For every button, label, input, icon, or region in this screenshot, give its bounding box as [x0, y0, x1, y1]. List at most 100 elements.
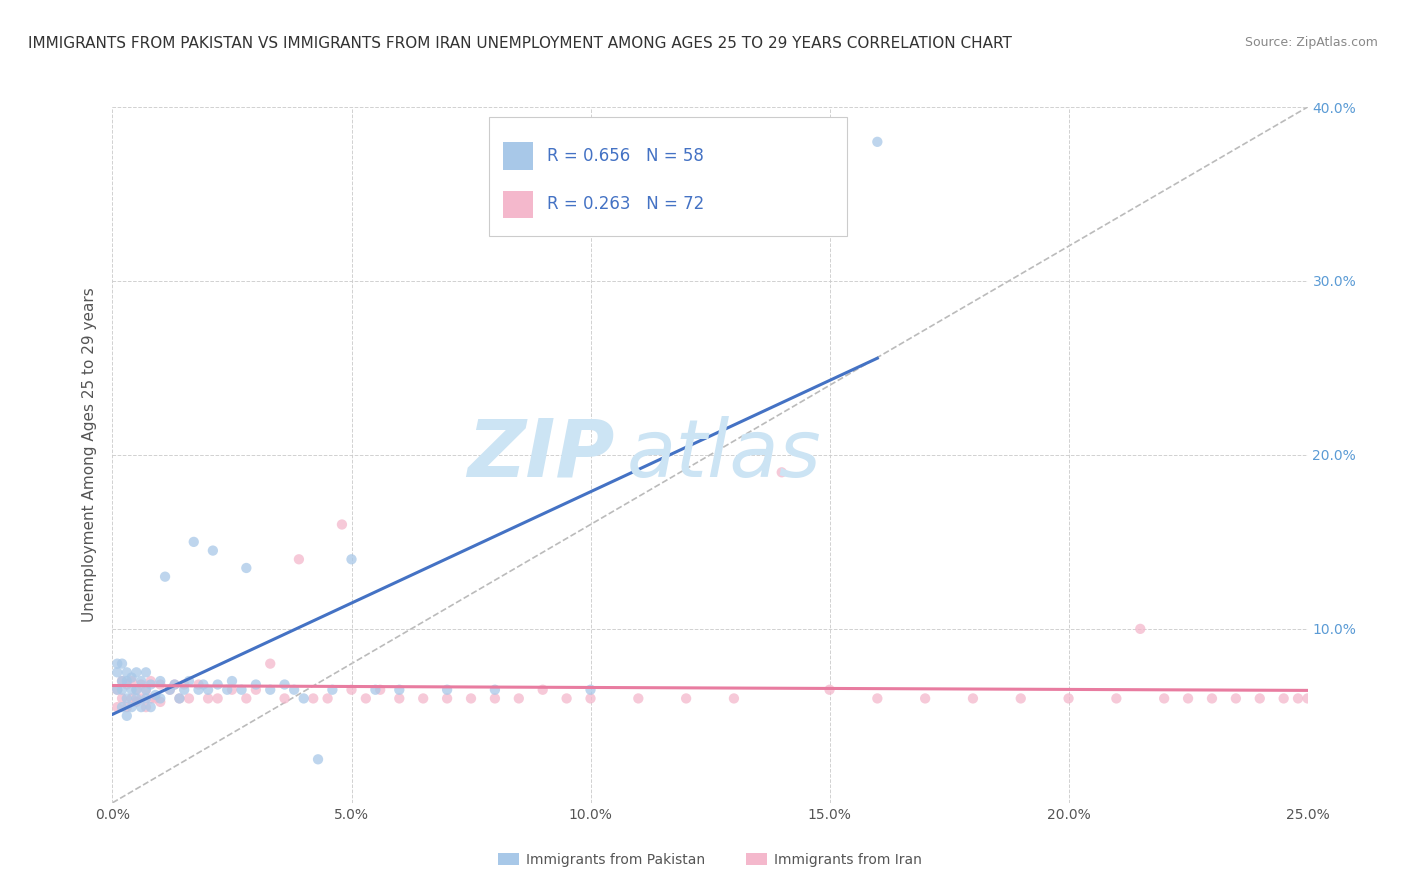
Point	[135, 682, 157, 697]
Point	[579, 691, 602, 706]
Point	[1316, 691, 1339, 706]
Point	[159, 682, 181, 697]
Point	[1286, 691, 1309, 706]
Point	[1057, 691, 1080, 706]
Text: Source: ZipAtlas.com: Source: ZipAtlas.com	[1244, 36, 1378, 49]
Point	[1272, 691, 1295, 706]
Point	[484, 682, 506, 697]
Point	[149, 691, 172, 706]
Point	[115, 677, 138, 691]
Text: ZIP: ZIP	[467, 416, 614, 494]
Point	[111, 674, 134, 689]
Y-axis label: Unemployment Among Ages 25 to 29 years: Unemployment Among Ages 25 to 29 years	[82, 287, 97, 623]
Text: R = 0.263   N = 72: R = 0.263 N = 72	[547, 195, 704, 213]
Point	[139, 677, 162, 691]
Point	[770, 466, 793, 480]
Point	[177, 691, 200, 706]
Point	[135, 700, 157, 714]
Point	[231, 682, 253, 697]
Point	[173, 677, 195, 691]
Point	[121, 700, 143, 714]
Point	[460, 691, 482, 706]
Point	[201, 543, 224, 558]
Point	[197, 682, 219, 697]
Point	[105, 657, 128, 671]
Point	[221, 674, 243, 689]
Point	[221, 682, 243, 697]
Point	[187, 677, 209, 691]
Point	[1249, 691, 1271, 706]
Point	[245, 677, 267, 691]
Point	[555, 691, 578, 706]
Point	[125, 665, 148, 680]
Point	[962, 691, 984, 706]
Point	[177, 674, 200, 689]
FancyBboxPatch shape	[489, 118, 848, 235]
Point	[187, 682, 209, 697]
Point	[115, 700, 138, 714]
Point	[1177, 691, 1199, 706]
Point	[169, 691, 191, 706]
Point	[321, 682, 343, 697]
Point	[914, 691, 936, 706]
Point	[245, 682, 267, 697]
Point	[197, 691, 219, 706]
Point	[115, 708, 138, 723]
Point	[866, 691, 889, 706]
Point	[273, 691, 295, 706]
Point	[368, 682, 391, 697]
Point	[388, 682, 411, 697]
Point	[121, 674, 143, 689]
Point	[111, 682, 134, 697]
Point	[330, 517, 353, 532]
Point	[288, 552, 311, 566]
Point	[207, 691, 229, 706]
Point	[193, 677, 215, 691]
Point	[125, 682, 148, 697]
Point	[129, 691, 152, 706]
Text: atlas: atlas	[627, 416, 821, 494]
Point	[302, 691, 325, 706]
Point	[307, 752, 329, 766]
FancyBboxPatch shape	[503, 142, 533, 169]
Point	[149, 695, 172, 709]
Point	[627, 691, 650, 706]
Point	[818, 682, 841, 697]
Point	[1201, 691, 1223, 706]
Point	[135, 665, 157, 680]
Point	[259, 657, 281, 671]
Point	[173, 682, 195, 697]
Point	[866, 135, 889, 149]
Point	[1310, 700, 1333, 714]
Point	[1320, 708, 1343, 723]
Point	[105, 700, 128, 714]
Point	[1296, 691, 1319, 706]
Point	[129, 700, 152, 714]
Point	[183, 534, 205, 549]
Point	[105, 682, 128, 697]
Point	[412, 691, 434, 706]
Point	[235, 561, 257, 575]
Point	[1010, 691, 1032, 706]
Point	[125, 682, 148, 697]
Text: IMMIGRANTS FROM PAKISTAN VS IMMIGRANTS FROM IRAN UNEMPLOYMENT AMONG AGES 25 TO 2: IMMIGRANTS FROM PAKISTAN VS IMMIGRANTS F…	[28, 36, 1012, 51]
Point	[105, 682, 128, 697]
Point	[105, 665, 128, 680]
Point	[163, 677, 186, 691]
Point	[121, 682, 143, 697]
Point	[149, 674, 172, 689]
Point	[129, 674, 152, 689]
Point	[579, 682, 602, 697]
Point	[129, 677, 152, 691]
Point	[531, 682, 554, 697]
Point	[259, 682, 281, 697]
Point	[115, 674, 138, 689]
Point	[139, 674, 162, 689]
Point	[111, 674, 134, 689]
Point	[283, 682, 305, 697]
Point	[484, 691, 506, 706]
FancyBboxPatch shape	[503, 191, 533, 219]
Text: R = 0.656   N = 58: R = 0.656 N = 58	[547, 147, 704, 165]
Point	[1129, 622, 1152, 636]
Point	[135, 682, 157, 697]
